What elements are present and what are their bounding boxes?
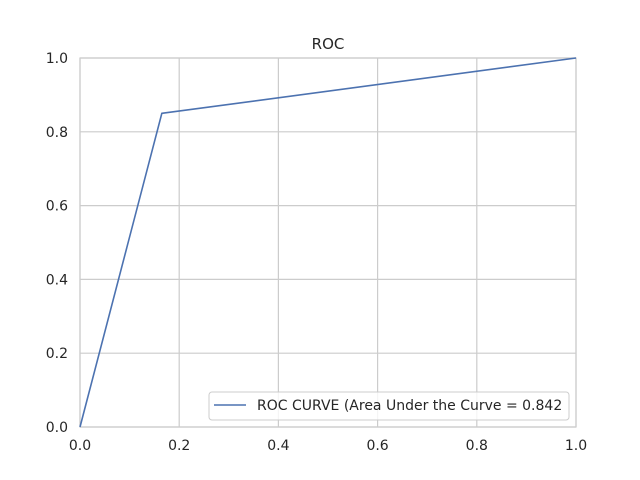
y-axis-ticks: 0.0 0.2 0.4 0.6 0.8 1.0 [46,51,68,436]
legend: ROC CURVE (Area Under the Curve = 0.842 [208,391,570,421]
y-tick-label: 1.0 [46,51,68,67]
plot-frame [79,57,577,428]
legend-label: ROC CURVE (Area Under the Curve = 0.842 [257,398,562,414]
grid-lines [79,57,577,428]
y-tick-label: 0.0 [46,420,68,436]
legend-box [208,391,570,421]
y-tick-label: 0.2 [46,346,68,362]
x-axis-ticks: 0.0 0.2 0.4 0.6 0.8 1.0 [69,438,587,454]
x-tick-label: 0.2 [168,438,190,454]
x-tick-label: 0.4 [267,438,289,454]
roc-curve-line [79,57,577,428]
x-tick-label: 1.0 [565,438,587,454]
y-tick-label: 0.4 [46,272,68,288]
y-tick-label: 0.6 [46,199,68,215]
x-tick-label: 0.8 [466,438,488,454]
chart-title: ROC [312,35,345,53]
x-tick-label: 0.0 [69,438,91,454]
series-layer [79,57,577,428]
y-tick-label: 0.8 [46,125,68,141]
x-tick-label: 0.6 [366,438,388,454]
